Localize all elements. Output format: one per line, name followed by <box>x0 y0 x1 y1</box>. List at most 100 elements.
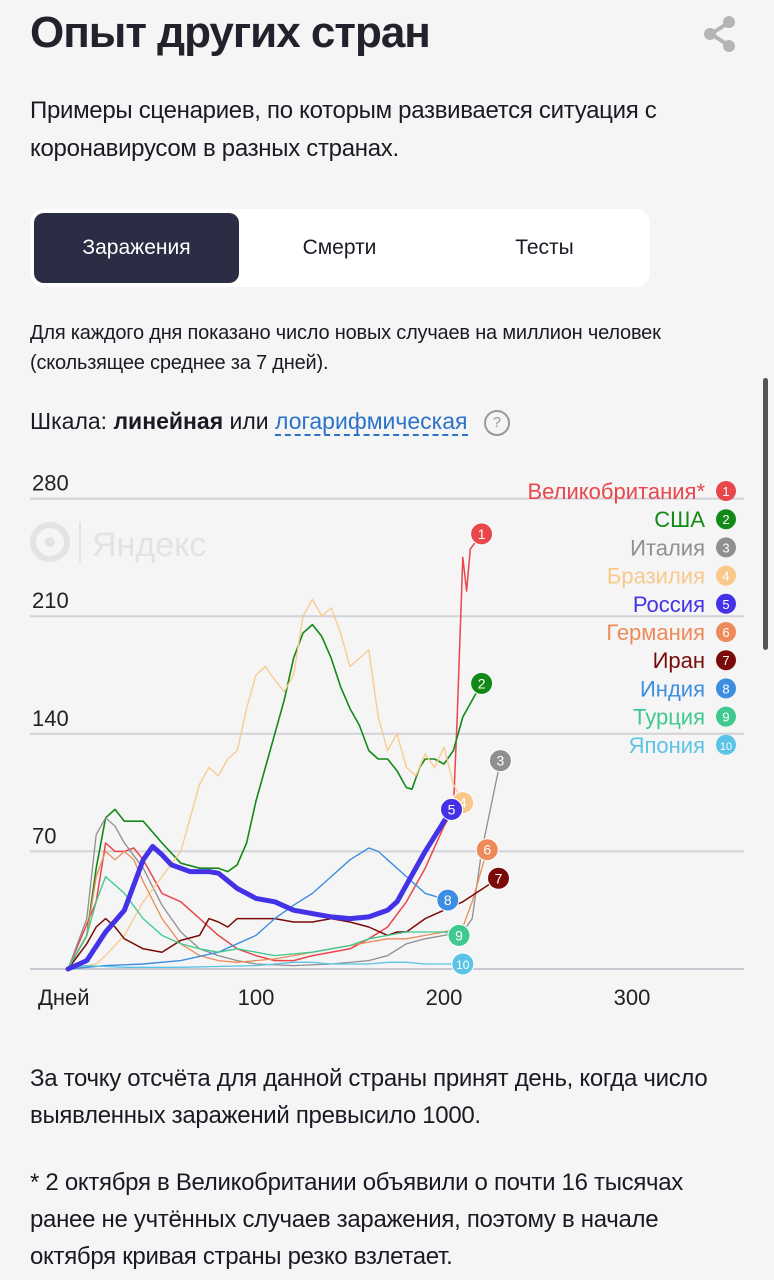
y-tick-label: 210 <box>32 588 69 613</box>
intro-text: Примеры сценариев, по которым развиваетс… <box>30 97 657 162</box>
legend-number: 7 <box>722 653 729 668</box>
y-tick-label: 280 <box>32 471 69 496</box>
legend-number: 4 <box>722 569 729 584</box>
chart-description: Для каждого дня показано число новых слу… <box>30 322 661 374</box>
series-end-marker-1: 1 <box>470 522 494 546</box>
scale-or: или <box>229 408 269 434</box>
legend-number: 10 <box>720 741 732 753</box>
legend-marker <box>716 593 736 614</box>
end-marker-circle <box>470 671 494 695</box>
scrollbar[interactable] <box>763 378 768 650</box>
start-note: За точку отсчёта для данной страны приня… <box>30 1065 708 1129</box>
end-marker-circle <box>440 797 464 821</box>
legend-label: Япония <box>629 733 705 758</box>
end-marker-number: 2 <box>478 675 486 691</box>
scale-linear-option[interactable]: линейная <box>113 408 224 434</box>
series-end-marker-3: 3 <box>488 749 512 773</box>
legend-number: 8 <box>722 681 729 696</box>
legend-marker <box>716 650 736 671</box>
legend-marker <box>716 622 736 642</box>
end-marker-circle <box>470 522 494 546</box>
x-tick-label: 100 <box>238 985 275 1010</box>
series-line-9 <box>67 875 460 970</box>
end-marker-number: 10 <box>456 958 470 972</box>
series-line-7 <box>67 877 500 970</box>
legend-item: Италия 3 <box>630 535 736 560</box>
end-marker-circle <box>451 952 475 976</box>
watermark-logo-icon <box>30 522 70 562</box>
series-line-2 <box>67 623 483 970</box>
legend-marker <box>716 509 736 530</box>
legend-label: США <box>654 507 705 532</box>
help-icon[interactable]: ? <box>483 409 510 436</box>
legend-label: Иран <box>653 648 705 673</box>
legend-item: Россия 5 <box>633 592 736 617</box>
legend-item: Япония 10 <box>629 733 736 758</box>
legend-label: Турция <box>633 705 705 730</box>
series-end-marker-10: 10 <box>451 952 475 976</box>
series-end-marker-7: 7 <box>487 866 511 890</box>
end-marker-circle <box>475 838 499 862</box>
legend-marker <box>716 537 736 558</box>
legend-item: Бразилия 4 <box>607 564 736 589</box>
series-line-4 <box>67 598 464 970</box>
watermark-text: Яндекс <box>92 526 206 564</box>
legend-marker <box>716 734 736 755</box>
series-end-marker-5: 5 <box>440 797 464 821</box>
series-end-marker-8: 8 <box>436 888 460 912</box>
series-end-marker-6: 6 <box>475 838 499 862</box>
end-marker-circle <box>488 749 512 773</box>
x-tick-label: 200 <box>426 985 463 1010</box>
tab-tests[interactable]: Тесты <box>515 236 574 259</box>
legend-item: Иран 7 <box>653 648 736 673</box>
tab-infections[interactable]: Заражения <box>34 213 239 283</box>
legend-number: 1 <box>722 484 729 499</box>
y-tick-label: 70 <box>32 823 56 848</box>
scale-label: Шкала: <box>30 408 108 434</box>
page-title: Опыт других стран <box>30 8 431 57</box>
series-line-5 <box>65 806 454 972</box>
end-marker-number: 5 <box>448 801 456 817</box>
y-tick-label: 140 <box>32 706 69 731</box>
tab-deaths[interactable]: Смерти <box>302 236 377 259</box>
legend-label: Италия <box>630 535 705 560</box>
watermark-logo-dot <box>45 537 55 547</box>
scale-selector: Шкала: линейная или логарифмическая ? <box>30 408 510 436</box>
legend-item: Индия 8 <box>640 676 736 701</box>
legend-number: 5 <box>722 597 729 612</box>
end-marker-number: 7 <box>495 870 503 886</box>
legend-label: Бразилия <box>607 564 705 589</box>
footnote: * 2 октября в Великобритании объявили о … <box>30 1169 684 1270</box>
series-line-10 <box>67 961 464 968</box>
yandex-watermark: Яндекс <box>30 522 206 564</box>
legend-marker <box>716 678 736 699</box>
scale-log-option[interactable]: логарифмическая <box>275 408 468 436</box>
legend-label: Индия <box>640 676 705 701</box>
end-marker-number: 6 <box>483 842 491 858</box>
legend-number: 6 <box>722 625 729 640</box>
legend-marker <box>716 565 736 586</box>
end-marker-number: 9 <box>455 927 463 943</box>
x-tick-label: 300 <box>614 985 651 1010</box>
series-line-6 <box>67 849 488 970</box>
legend-number: 9 <box>722 710 729 725</box>
end-marker-circle <box>487 866 511 890</box>
legend-label: Россия <box>633 592 705 617</box>
share-icon[interactable] <box>700 14 740 54</box>
end-marker-number: 8 <box>444 892 452 908</box>
legend-number: 3 <box>722 540 729 555</box>
legend-number: 2 <box>722 512 729 527</box>
end-marker-number: 3 <box>497 753 505 769</box>
series-line-8 <box>67 847 449 970</box>
series-line-3 <box>67 760 502 970</box>
x-tick-label: Дней <box>38 985 90 1010</box>
series-end-marker-9: 9 <box>447 923 471 947</box>
legend-label: Германия <box>606 620 705 645</box>
tab-bar: Заражения Смерти Тесты <box>30 209 650 287</box>
legend-item: Германия 6 <box>606 620 736 645</box>
legend-marker <box>716 706 736 727</box>
series-end-marker-2: 2 <box>470 671 494 695</box>
legend-item: Турция 9 <box>633 705 736 730</box>
legend-label: Великобритания* <box>527 479 705 504</box>
